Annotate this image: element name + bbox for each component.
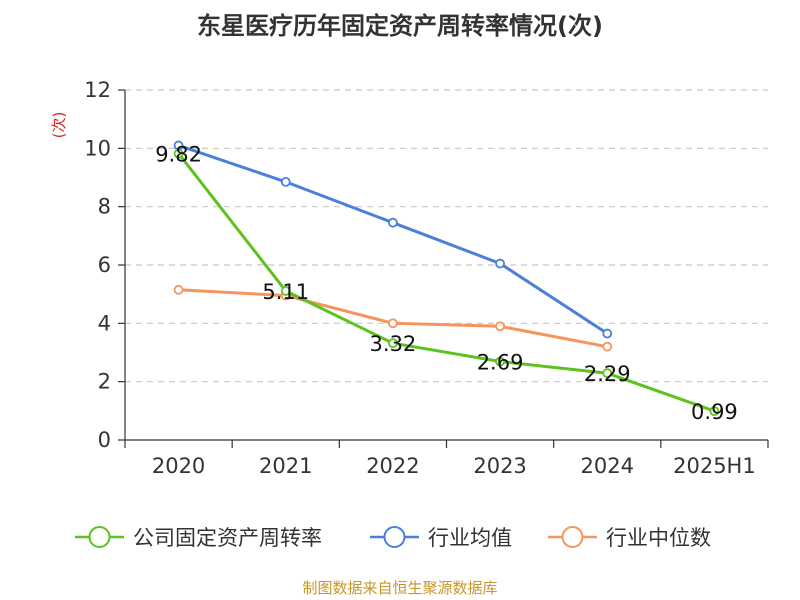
y-tick-label: 2 [98, 370, 111, 394]
data-point [388, 217, 398, 228]
axes: 0 2 4 6 8 10 12 2020 2021 2022 2023 2024 2025H1 [84, 78, 769, 478]
series-0 [173, 148, 720, 417]
legend-marker [88, 526, 111, 548]
legend-label: 公司固定资产周转率 [133, 526, 322, 550]
x-tick-label: 2025H1 [673, 454, 756, 478]
y-tick-label: 0 [98, 428, 111, 452]
data-label: 2.29 [584, 362, 631, 386]
legend-label: 行业均值 [428, 526, 512, 550]
data-label: 3.32 [370, 332, 417, 356]
legend-label: 行业中位数 [606, 526, 711, 550]
x-tick-label: 2024 [581, 454, 634, 478]
y-tick-label: 10 [84, 136, 111, 160]
legend-item: 行业均值 [370, 526, 512, 550]
y-tick-label: 12 [84, 78, 111, 102]
data-labels: 9.82 5.11 3.32 2.69 2.29 0.99 [155, 143, 738, 425]
series-1 [173, 140, 613, 339]
data-point [388, 338, 398, 349]
data-label: 9.82 [155, 143, 202, 167]
data-label: 0.99 [691, 400, 738, 424]
data-point [495, 321, 505, 332]
series-line [178, 143, 609, 335]
x-tick-label: 2020 [152, 454, 205, 478]
series-layer [173, 140, 720, 417]
legend-marker [561, 526, 584, 548]
data-point [602, 368, 613, 379]
series-line [177, 152, 715, 413]
legend-item: 公司固定资产周转率 [75, 526, 322, 550]
data-point [495, 258, 505, 269]
y-tick-label: 4 [98, 311, 111, 335]
chart-title: 东星医疗历年固定资产周转率情况(次) [197, 12, 603, 40]
data-point [602, 328, 613, 339]
source-note: 制图数据来自恒生聚源数据库 [302, 579, 497, 597]
y-tick-label: 6 [98, 253, 111, 277]
y-tick-label: 8 [98, 195, 111, 219]
data-label: 2.69 [477, 351, 524, 375]
data-point [173, 148, 184, 159]
data-point [280, 176, 291, 187]
x-tick-label: 2022 [366, 454, 419, 478]
legend-marker [383, 526, 406, 548]
x-tick-label: 2023 [473, 454, 526, 478]
series-2 [173, 284, 613, 352]
legend: 公司固定资产周转率 行业均值 行业中位数 [75, 526, 711, 550]
x-tick-label: 2021 [259, 454, 312, 478]
data-label: 5.11 [262, 280, 309, 304]
data-point [602, 341, 613, 352]
data-point [173, 284, 184, 295]
legend-item: 行业中位数 [548, 526, 711, 550]
grid-lines [125, 89, 768, 383]
data-point [495, 356, 505, 367]
data-point [388, 318, 398, 329]
data-point [280, 286, 291, 296]
y-axis-label: (次) [50, 112, 68, 139]
data-point [709, 406, 720, 417]
